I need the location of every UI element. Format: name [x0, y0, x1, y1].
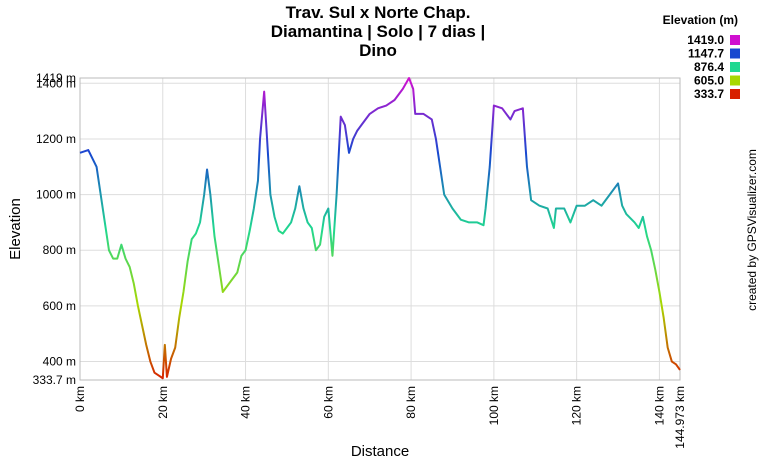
- y-tick-label: 1419 m: [36, 71, 76, 85]
- legend-swatch: [730, 35, 740, 45]
- y-axis-label: Elevation: [7, 198, 24, 260]
- chart-title: Dino: [359, 41, 397, 60]
- elevation-line: [79, 77, 681, 380]
- x-tick-label: 60 km: [321, 386, 335, 419]
- x-axis-label: Distance: [351, 443, 409, 460]
- x-tick-label: 40 km: [239, 386, 253, 419]
- legend-label: 605.0: [694, 74, 724, 88]
- x-tick-label: 144.973 km: [673, 386, 687, 449]
- y-tick-label: 1000 m: [36, 188, 76, 202]
- x-tick-label: 80 km: [404, 386, 418, 419]
- legend-swatch: [730, 48, 740, 59]
- y-tick-label: 333.7 m: [33, 373, 76, 387]
- chart-title: Trav. Sul x Norte Chap.: [286, 3, 471, 22]
- credit: created by GPSVisualizer.com: [745, 149, 759, 311]
- x-tick-label: 20 km: [156, 386, 170, 419]
- legend-swatch: [730, 89, 740, 99]
- legend-swatch: [730, 62, 740, 72]
- x-tick-label: 0 km: [73, 386, 87, 412]
- y-tick-label: 600 m: [43, 299, 76, 313]
- legend-label: 1147.7: [688, 47, 724, 61]
- y-tick-label: 1200 m: [36, 132, 76, 146]
- y-tick-label: 400 m: [43, 355, 76, 369]
- plot-frame: [79, 77, 681, 381]
- legend-label: 876.4: [694, 60, 724, 74]
- y-tick-label: 800 m: [43, 243, 76, 257]
- x-tick-label: 120 km: [570, 386, 584, 425]
- chart-title: Diamantina | Solo | 7 dias |: [271, 22, 486, 41]
- legend-label: 333.7: [694, 87, 724, 101]
- x-tick-label: 140 km: [652, 386, 666, 425]
- y-tick-label: 1400 m: [36, 76, 76, 90]
- legend-swatch: [730, 75, 740, 86]
- x-tick-label: 100 km: [487, 386, 501, 425]
- legend-label: 1419.0: [687, 33, 724, 47]
- legend-title: Elevation (m): [663, 13, 738, 27]
